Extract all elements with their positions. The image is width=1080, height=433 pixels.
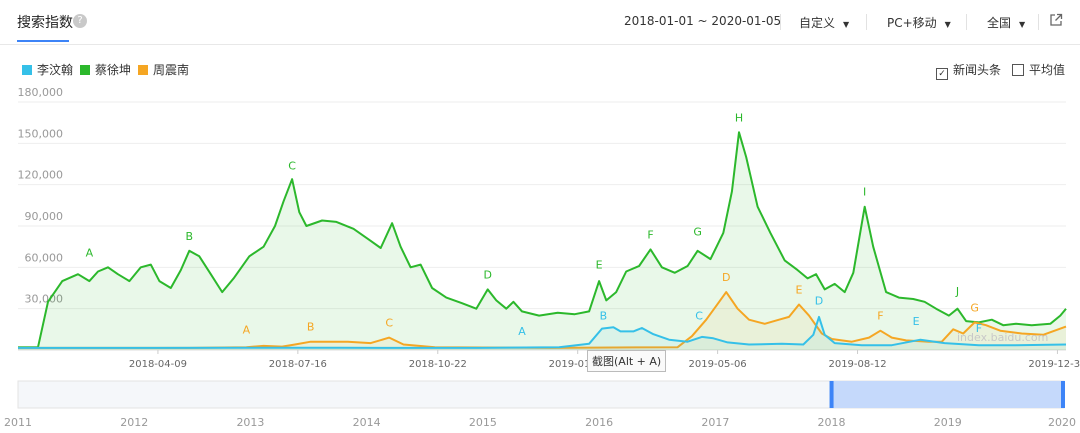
- event-marker-label: E: [596, 259, 603, 272]
- series-line-2: [18, 131, 1067, 349]
- region-select-value: 全国: [987, 16, 1012, 30]
- event-marker-label: C: [385, 317, 393, 330]
- legend-swatch: [22, 65, 32, 75]
- divider: [866, 14, 867, 30]
- event-marker-label: G: [970, 301, 979, 314]
- legend-label: 蔡徐坤: [95, 63, 132, 77]
- event-marker-label: D: [722, 271, 730, 284]
- series-line-3: [18, 291, 1067, 349]
- y-tick-label: 120,000: [18, 169, 64, 182]
- y-tick-label: 60,000: [25, 251, 64, 264]
- divider: [780, 14, 781, 30]
- x-tick-label: 2019-05-06: [689, 359, 747, 370]
- x-tick-label: 2019-01-28: [549, 359, 607, 370]
- event-marker-label: F: [647, 228, 653, 241]
- legend-label: 周震南: [153, 63, 190, 77]
- top-bar: 搜索指数 ? 2018-01-01 ~ 2020-01-05 自定义 ▼ PC+移…: [0, 0, 1080, 45]
- checkbox-unchecked-icon: [1012, 64, 1024, 76]
- screenshot-tooltip: 截图(Alt + A): [587, 350, 667, 372]
- legend-item-series-1[interactable]: 李汶翰: [22, 61, 73, 78]
- average-checkbox[interactable]: 平均值: [1012, 61, 1065, 78]
- x-tick-label: 2019-08-12: [828, 359, 886, 370]
- title-active-underline: [17, 40, 69, 42]
- event-marker-label: E: [796, 284, 803, 297]
- average-checkbox-label: 平均值: [1029, 63, 1066, 77]
- navigator-year-label: 2016: [585, 416, 613, 429]
- navigator-year-label: 2017: [701, 416, 729, 429]
- x-tick-label: 2019-12-30: [1028, 359, 1080, 370]
- y-tick-label: 150,000: [18, 127, 64, 140]
- legend-label: 李汶翰: [37, 63, 74, 77]
- y-tick-label: 30,000: [25, 293, 64, 306]
- event-marker-label: D: [815, 295, 823, 308]
- event-marker-label: F: [877, 310, 883, 323]
- event-marker-label: A: [243, 323, 251, 336]
- navigator-year-label: 2019: [934, 416, 962, 429]
- y-tick-label: 180,000: [18, 86, 64, 99]
- device-select[interactable]: PC+移动 ▼: [887, 14, 951, 31]
- range-handle-right: [1061, 381, 1065, 408]
- divider: [966, 14, 967, 30]
- event-marker-label: E: [913, 315, 920, 328]
- legend-item-series-3[interactable]: 周震南: [138, 61, 189, 78]
- period-select-value: 自定义: [799, 16, 836, 30]
- navigator-year-label: 2014: [353, 416, 381, 429]
- period-select[interactable]: 自定义 ▼: [799, 14, 849, 31]
- event-marker-label: C: [695, 310, 703, 323]
- range-handle-left: [829, 381, 834, 408]
- device-select-value: PC+移动: [887, 16, 937, 30]
- navigator-year-label: 2012: [120, 416, 148, 429]
- divider: [1038, 14, 1039, 30]
- x-tick-label: 2018-04-09: [129, 359, 187, 370]
- event-marker-label: F: [976, 322, 982, 335]
- news-checkbox-label: 新闻头条: [953, 63, 1002, 77]
- checkbox-checked-icon: ✓: [936, 68, 948, 80]
- legend-swatch: [80, 65, 90, 75]
- chevron-down-icon: ▼: [944, 20, 951, 29]
- navigator-year-label: 2015: [469, 416, 497, 429]
- event-marker-label: J: [955, 285, 959, 298]
- series-line-1: [18, 315, 1067, 349]
- navigator-year-label: 2011: [4, 416, 32, 429]
- event-marker-label: B: [186, 230, 194, 243]
- date-range-display[interactable]: 2018-01-01 ~ 2020-01-05: [624, 14, 782, 28]
- legend-swatch: [138, 65, 148, 75]
- navigator-year-label: 2013: [236, 416, 264, 429]
- legend-item-series-2[interactable]: 蔡徐坤: [80, 61, 131, 78]
- series-area-2: [18, 132, 1066, 350]
- external-link-icon[interactable]: [1049, 13, 1063, 27]
- help-icon[interactable]: ?: [73, 14, 87, 28]
- event-marker-label: I: [863, 186, 866, 199]
- event-marker-label: B: [600, 310, 608, 323]
- event-marker-label: H: [735, 111, 743, 124]
- event-marker-label: G: [693, 226, 702, 239]
- range-selection: [831, 381, 1064, 408]
- news-checkbox[interactable]: ✓ 新闻头条: [936, 61, 1001, 80]
- region-select[interactable]: 全国 ▼: [987, 14, 1025, 31]
- x-tick-label: 2018-07-16: [269, 359, 327, 370]
- x-tick-label: 2018-10-22: [409, 359, 467, 370]
- event-marker-label: B: [307, 321, 315, 334]
- event-marker-label: A: [518, 325, 526, 338]
- event-marker-label: C: [288, 160, 296, 173]
- navigator-year-label: 2018: [818, 416, 846, 429]
- series-area-1: [18, 316, 1066, 350]
- chevron-down-icon: ▼: [1019, 20, 1026, 29]
- y-tick-label: 90,000: [25, 210, 64, 223]
- series-area-3: [18, 292, 1066, 350]
- navigator-year-label: 2020: [1048, 416, 1076, 429]
- chevron-down-icon: ▼: [843, 20, 850, 29]
- event-marker-label: A: [86, 246, 94, 259]
- event-marker-label: D: [484, 268, 492, 281]
- page-title: 搜索指数: [17, 15, 73, 31]
- watermark: index.baidu.com: [957, 331, 1049, 344]
